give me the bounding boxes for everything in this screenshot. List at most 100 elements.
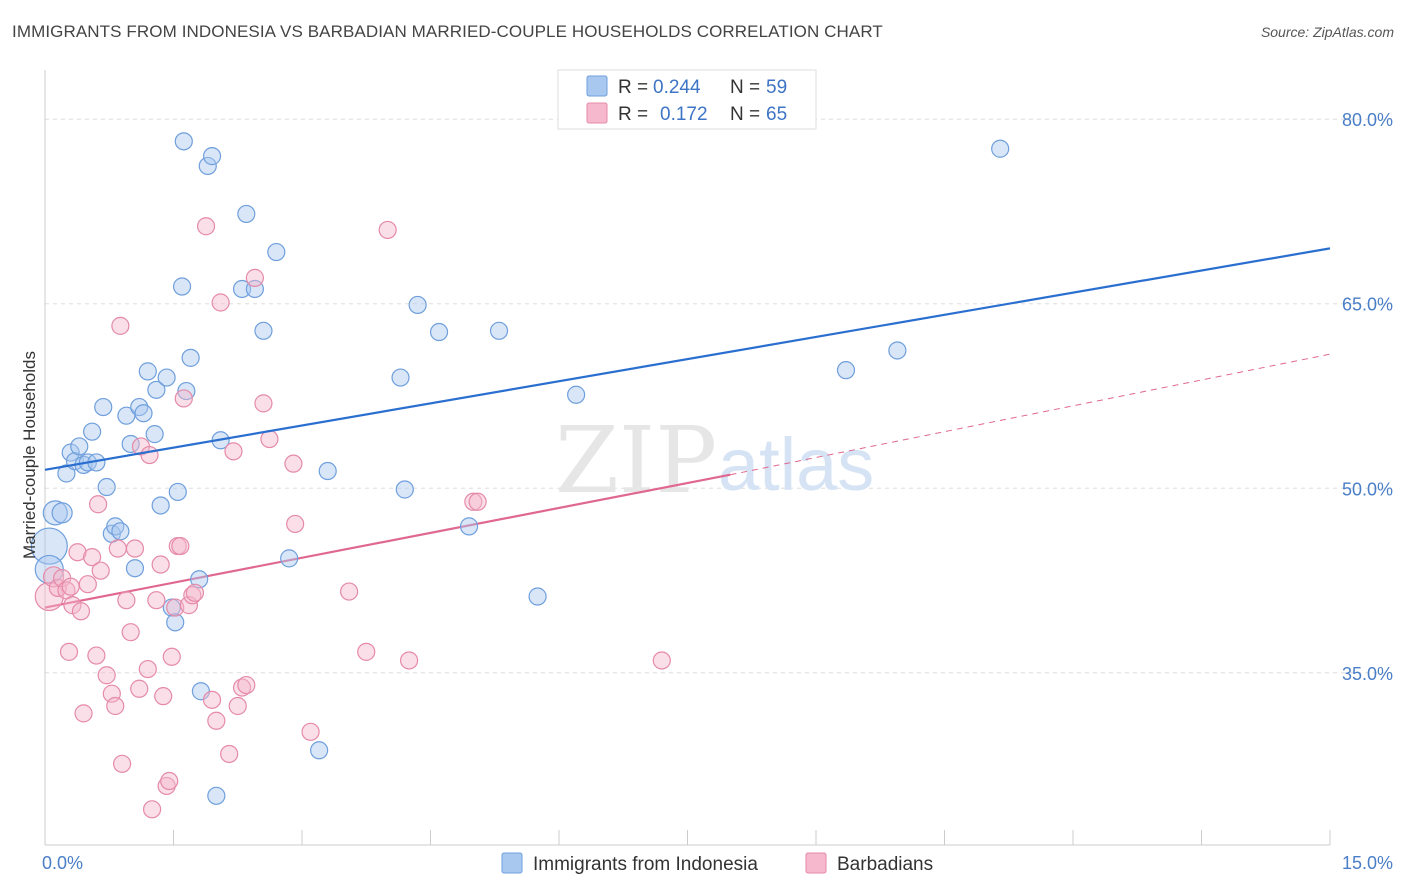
data-point (97, 666, 116, 685)
trendline (44, 473, 731, 609)
data-point (254, 394, 273, 413)
y-tick-label: 65.0% (1342, 295, 1393, 315)
data-point (30, 527, 68, 565)
data-point (181, 348, 200, 367)
data-point (166, 613, 185, 632)
data-point (652, 651, 671, 670)
data-point (97, 477, 116, 497)
data-point (142, 800, 162, 819)
legend-n-value-2: 65 (766, 104, 787, 125)
bottom-legend: Immigrants from Indonesia Barbadians (501, 852, 933, 875)
data-point (172, 277, 192, 296)
legend-r-label-2: R = (618, 104, 648, 125)
data-point (267, 242, 286, 262)
trendline-immigrants-from-indonesia (44, 247, 1331, 471)
data-point (408, 295, 427, 315)
data-point (254, 321, 273, 340)
legend-n-label-1: N = (730, 77, 760, 98)
legend-n-label-2: N = (730, 104, 760, 125)
data-point (196, 217, 216, 236)
data-point (228, 696, 247, 716)
x-ticks (44, 830, 1331, 845)
data-point (357, 642, 376, 661)
data-point (83, 422, 102, 441)
data-point (232, 279, 252, 299)
data-point (157, 368, 176, 387)
watermark-atlas: atlas (718, 423, 874, 506)
data-point (61, 577, 80, 596)
data-point (112, 754, 132, 773)
data-point (130, 679, 149, 698)
data-point (280, 549, 299, 568)
data-point (42, 500, 68, 526)
data-point (171, 536, 190, 556)
legend-swatch-pink (586, 102, 608, 124)
data-point (174, 132, 193, 151)
data-point (157, 776, 176, 796)
data-point (106, 696, 125, 716)
data-point (395, 480, 414, 499)
legend-r-value-2: 0.172 (660, 104, 708, 125)
trendline (730, 353, 1331, 476)
data-point (318, 461, 337, 481)
data-point (70, 437, 89, 456)
legend-r-value-1: 0.244 (653, 77, 701, 98)
x-tick-label-min: 0.0% (42, 853, 83, 873)
data-point (190, 570, 209, 589)
data-point (34, 581, 64, 612)
watermark-zip: ZIP (555, 407, 717, 514)
data-point (145, 425, 164, 444)
legend-box: R = 0.244 N = 59 R = 0.172 N = 65 (557, 69, 817, 130)
legend-r-label-1: R = (618, 77, 648, 98)
data-point (151, 496, 170, 515)
y-tick-labels: 80.0% 65.0% 50.0% 35.0% (1342, 110, 1393, 684)
data-point (468, 492, 487, 511)
data-point (121, 623, 140, 642)
data-point (991, 139, 1010, 158)
data-point (459, 517, 479, 536)
data-point (224, 442, 243, 461)
y-axis-label: Married-couple Households (20, 351, 39, 559)
data-point (68, 543, 87, 562)
data-point (237, 675, 256, 695)
data-point (202, 147, 222, 166)
data-point (91, 561, 110, 580)
data-point (78, 575, 97, 594)
bottom-legend-swatch-pink (805, 852, 827, 874)
data-point (134, 404, 153, 423)
gridlines (45, 118, 1392, 674)
data-point (391, 368, 410, 387)
y-tick-label: 35.0% (1342, 664, 1393, 684)
data-point (138, 362, 157, 381)
data-point (117, 591, 136, 610)
data-point (286, 514, 305, 534)
data-point (111, 522, 130, 541)
data-point (154, 687, 173, 706)
data-point (888, 341, 907, 360)
bottom-legend-label-blue: Immigrants from Indonesia (533, 854, 758, 875)
data-point (147, 591, 166, 610)
data-point (160, 771, 179, 791)
data-point (310, 741, 329, 760)
data-point (528, 587, 547, 606)
data-point (836, 361, 856, 380)
data-point (464, 492, 483, 511)
data-point (108, 539, 127, 558)
data-point (166, 598, 185, 617)
data-point (140, 445, 159, 465)
data-point (106, 517, 125, 536)
data-point (71, 602, 91, 621)
data-point (429, 322, 449, 342)
data-point (220, 744, 239, 764)
source-label: Source: ZipAtlas.com (1260, 24, 1394, 40)
data-point (94, 397, 113, 417)
data-point (301, 722, 320, 741)
data-point (125, 559, 145, 578)
data-point (125, 539, 145, 558)
chart-title: IMMIGRANTS FROM INDONESIA VS BARBADIAN M… (12, 22, 883, 41)
data-point (489, 321, 509, 340)
data-point (207, 711, 226, 730)
data-point (284, 454, 303, 473)
x-tick-label-max: 15.0% (1342, 853, 1393, 873)
